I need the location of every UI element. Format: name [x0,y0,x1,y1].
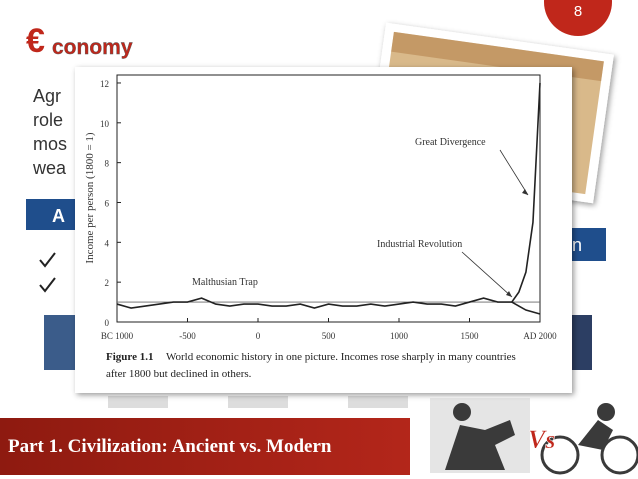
caption-label: Figure 1.1 [106,351,153,363]
vs-text: Vs [528,425,555,454]
body-line: wea [32,158,67,178]
caption: after 1800 but declined in others. [106,368,252,380]
annotation-arrow [461,251,513,298]
annotation-arrow [499,149,529,196]
check [39,277,56,293]
annotation: Industrial Revolution [377,239,462,250]
check [39,252,56,268]
y-tick-label: 2 [105,278,110,288]
banner-text: A [52,206,65,226]
thumbnail [44,315,78,370]
thumbnail [348,396,408,408]
page-number: 8 [574,3,582,20]
arrow-head [506,291,512,297]
x-tick-label: 500 [322,331,336,341]
footer-bar [0,418,410,475]
x-tick-label: 1000 [390,331,409,341]
thumbnail [228,396,288,408]
horseman [430,398,638,475]
y-tick-label: 0 [105,318,110,328]
y-tick-label: 6 [105,198,110,208]
y-tick-label: 8 [105,159,110,169]
annotation: Great Divergence [415,137,486,148]
body-line: role [33,110,63,130]
y-tick-label: 12 [100,79,109,89]
caption: World economic history in one picture. I… [166,351,516,363]
page-badge [544,0,612,36]
x-tick-label: 0 [256,331,261,341]
x-tick-label: AD 2000 [523,331,557,341]
series-line [116,82,541,309]
y-tick-label: 10 [100,119,110,129]
x-tick-label: -500 [179,331,196,341]
thumbnail [108,396,168,408]
banner-text: n [572,235,582,255]
body-line: mos [33,134,67,154]
x-tick-label: BC 1000 [101,331,134,341]
footer-text: Part 1. Civilization: Ancient vs. Modern [8,436,332,457]
y-axis-label: Income per person (1800 = 1) [84,132,96,263]
arrow-head [522,189,528,195]
x-tick-label: 1500 [461,331,480,341]
chart-card [75,67,572,393]
annotation: Malthusian Trap [192,277,258,288]
series-line [511,301,541,315]
logo-symbol: € [26,22,45,60]
y-tick-label: 4 [105,238,110,248]
body-line: Agr [33,86,61,106]
logo-text: conomy [52,36,133,59]
